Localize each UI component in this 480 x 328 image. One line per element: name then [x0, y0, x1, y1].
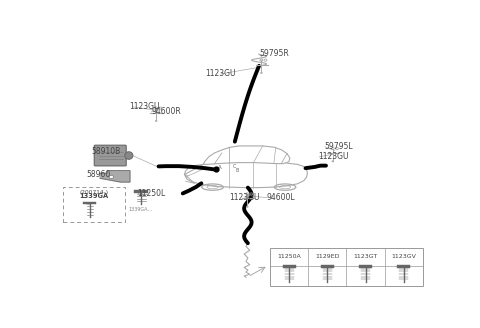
Bar — [321, 265, 334, 268]
Ellipse shape — [155, 120, 157, 122]
Bar — [397, 265, 410, 268]
Text: 1123GU: 1123GU — [205, 69, 236, 78]
Text: B: B — [235, 168, 239, 173]
Text: 11250L: 11250L — [137, 189, 166, 198]
Ellipse shape — [332, 161, 334, 162]
Bar — [283, 265, 296, 268]
Text: 1123GU: 1123GU — [319, 152, 349, 161]
Text: 58910B: 58910B — [92, 147, 121, 156]
Ellipse shape — [109, 175, 114, 178]
Text: 11250A: 11250A — [277, 254, 301, 259]
Ellipse shape — [260, 72, 263, 74]
Text: 59795R: 59795R — [259, 49, 289, 58]
Polygon shape — [203, 146, 290, 164]
Bar — [134, 190, 148, 193]
Bar — [83, 201, 96, 204]
Text: 59795L: 59795L — [324, 142, 353, 151]
Text: 1123GU: 1123GU — [229, 193, 259, 202]
Text: 94600L: 94600L — [266, 193, 295, 202]
Bar — [359, 265, 372, 268]
Ellipse shape — [246, 206, 248, 208]
Text: 1123GV: 1123GV — [391, 254, 416, 259]
Text: 1339GA: 1339GA — [80, 194, 109, 199]
Text: 1123GT: 1123GT — [353, 254, 378, 259]
FancyBboxPatch shape — [94, 145, 126, 166]
Text: C: C — [233, 164, 237, 169]
Text: 1339GA…: 1339GA… — [129, 207, 153, 212]
Bar — [63, 187, 125, 222]
Text: (200714-): (200714-) — [80, 190, 109, 195]
Polygon shape — [100, 171, 130, 182]
Text: 1123GU: 1123GU — [129, 102, 159, 111]
Text: 58960: 58960 — [87, 170, 111, 179]
Ellipse shape — [125, 152, 133, 159]
Text: 1129ED: 1129ED — [315, 254, 340, 259]
Bar — [270, 248, 423, 286]
Text: 94600R: 94600R — [151, 107, 181, 116]
Text: A: A — [218, 165, 222, 170]
Polygon shape — [185, 162, 307, 188]
